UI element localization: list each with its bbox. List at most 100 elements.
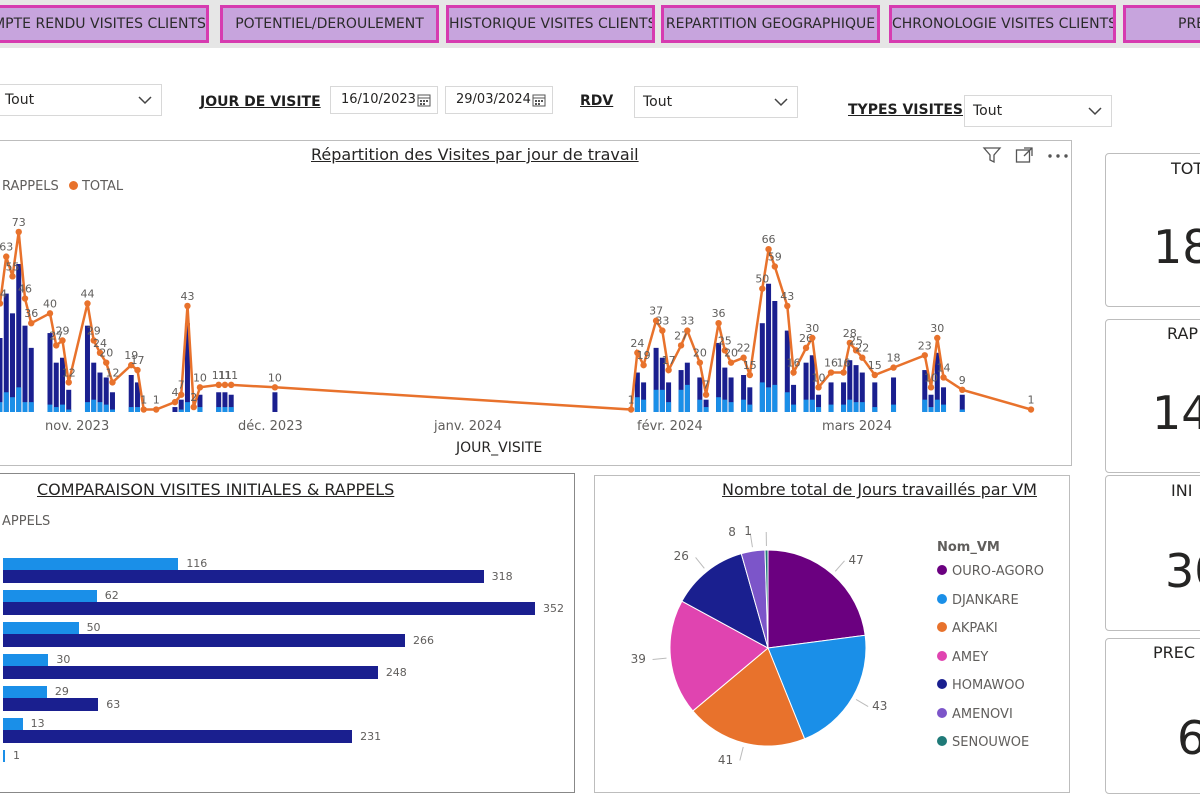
total-point-33 [665, 366, 672, 374]
pie-title: Nombre total de Jours travaillés par VM [722, 480, 1037, 499]
bar-initiales-12 [97, 372, 103, 412]
tab-pre[interactable]: PRE [1123, 5, 1200, 43]
tab-repartition-geographique[interactable]: REPARTITION GEOGRAPHIQUE [661, 5, 880, 43]
total-point-1 [3, 253, 10, 260]
total-point-16 [134, 366, 141, 374]
rdv-value: Tout [643, 94, 673, 110]
total-point-49 [809, 334, 816, 342]
focus-mode-icon[interactable] [1015, 147, 1033, 164]
pie-leader-line-3 [652, 657, 667, 661]
bar-initiales-51 [859, 372, 865, 412]
tab-compte-rendu-visites-clients[interactable]: MPTE RENDU VISITES CLIENTS [0, 5, 209, 43]
kpi-card-initiales: INI 30 [1105, 475, 1200, 631]
comparison-value-initiales-2: 266 [413, 634, 435, 647]
total-point-13 [103, 359, 110, 366]
total-point-22 [190, 403, 197, 411]
comparison-value-rappels-1: 62 [104, 589, 119, 602]
pie-slice-akpaki [692, 647, 806, 747]
total-point-38 [715, 320, 722, 327]
bar-rappels-5 [28, 402, 34, 412]
tab-historique-visites-clients[interactable]: HISTORIQUE VISITES CLIENTS [446, 5, 655, 43]
kpi-card-precedent: PREC 6 [1105, 638, 1200, 794]
bar-initiales-8 [59, 357, 65, 412]
bar-initiales-56 [934, 352, 940, 412]
total-data-label-52: 16 [837, 357, 851, 370]
total-data-label-34: 27 [674, 329, 688, 342]
more-options-icon[interactable] [1047, 153, 1069, 159]
report-page-navigation: MPTE RENDU VISITES CLIENTS POTENTIEL/DER… [0, 0, 1200, 48]
tab-chronologie-visites-clients[interactable]: CHRONOLOGIE VISITES CLIENTS [889, 5, 1116, 43]
date-end-input[interactable]: 29/03/2024 [445, 86, 553, 114]
visits-chart-legend: RAPPELS TOTAL [2, 179, 123, 194]
bar-rappels-49 [859, 402, 865, 412]
bar-rappels-39 [772, 384, 778, 412]
bar-rappels-38 [766, 387, 772, 412]
total-point-17 [140, 406, 147, 413]
comparison-bar-rappels-6 [3, 750, 5, 762]
rdv-dropdown[interactable]: Tout [634, 86, 798, 118]
date-start-value: 16/10/2023 [341, 92, 416, 107]
total-point-25 [221, 381, 229, 389]
pie-legend-item-djankare[interactable]: DJANKARE [937, 593, 1019, 608]
total-data-label-17: 1 [140, 394, 147, 407]
total-point-7 [53, 342, 60, 349]
legend-label: AMENOVI [952, 706, 1013, 722]
date-start-input[interactable]: 16/10/2023 [330, 86, 438, 114]
total-data-label-32: 33 [655, 315, 669, 328]
first-filter-dropdown[interactable]: Tout [0, 84, 162, 116]
comparison-value-rappels-5: 13 [30, 717, 45, 730]
comparison-bar-initiales-4 [3, 698, 99, 711]
comparison-legend: APPELS [2, 514, 51, 529]
total-data-label-42: 15 [743, 359, 757, 372]
bar-initiales-16 [134, 382, 140, 412]
legend-marker [937, 593, 947, 604]
total-data-label-45: 59 [768, 250, 782, 263]
bar-rappels-30 [697, 399, 703, 412]
bar-rappels-27 [666, 402, 672, 412]
total-data-label-22: 2 [190, 391, 197, 404]
total-point-9 [65, 379, 72, 386]
x-tick-dec-2023: déc. 2023 [238, 419, 303, 434]
filter-icon[interactable] [982, 146, 1002, 164]
bar-initiales-6 [47, 333, 53, 412]
total-data-label-44: 66 [762, 233, 776, 246]
comparison-value-initiales-1: 352 [543, 602, 564, 615]
bar-initiales-43 [791, 384, 797, 412]
pie-legend-item-akpaki[interactable]: AKPAKI [937, 621, 998, 636]
pie-legend-item-amenovi[interactable]: AMENOVI [937, 707, 1013, 722]
total-point-10 [84, 300, 91, 307]
chevron-down-icon [138, 96, 152, 105]
total-point-62 [959, 386, 966, 393]
pie-legend-item-amey[interactable]: AMEY [937, 650, 988, 665]
total-point-61 [940, 374, 947, 381]
bar-rappels-12 [97, 402, 103, 412]
bar-initiales-36 [728, 377, 734, 412]
bar-rappels-36 [747, 404, 753, 412]
total-data-label-46: 43 [780, 290, 794, 303]
total-data-label-50: 10 [812, 371, 826, 384]
bar-initiales-13 [103, 377, 109, 412]
comparison-bar-rappels-3 [3, 654, 49, 666]
tab-potentiel-deroulement[interactable]: POTENTIEL/DEROULEMENT [220, 5, 439, 43]
total-point-45 [771, 263, 779, 270]
calendar-icon[interactable] [532, 93, 546, 107]
pie-chart [652, 532, 869, 761]
bar-rappels-23 [634, 397, 640, 412]
total-point-0 [0, 300, 4, 307]
bar-rappels-16 [134, 407, 140, 412]
types-visites-dropdown[interactable]: Tout [964, 95, 1112, 127]
kpi-precedent-value: 6 [1177, 711, 1200, 765]
pie-legend-item-ouro-agoro[interactable]: OURO-AGORO [937, 564, 1044, 579]
total-data-label-51: 16 [824, 357, 838, 370]
bar-rappels-0 [0, 402, 3, 412]
bar-initiales-55 [928, 394, 934, 412]
total-data-label-13: 20 [99, 347, 113, 360]
bar-rappels-46 [841, 404, 847, 412]
bar-initiales-25 [634, 372, 640, 412]
calendar-icon[interactable] [417, 93, 431, 107]
pie-leader-line-4 [695, 557, 705, 569]
bar-initiales-39 [759, 323, 765, 412]
total-data-label-28: 1 [628, 394, 635, 407]
pie-legend-item-senouwoe[interactable]: SENOUWOE [937, 735, 1029, 750]
pie-legend-item-homawoo[interactable]: HOMAWOO [937, 678, 1025, 693]
